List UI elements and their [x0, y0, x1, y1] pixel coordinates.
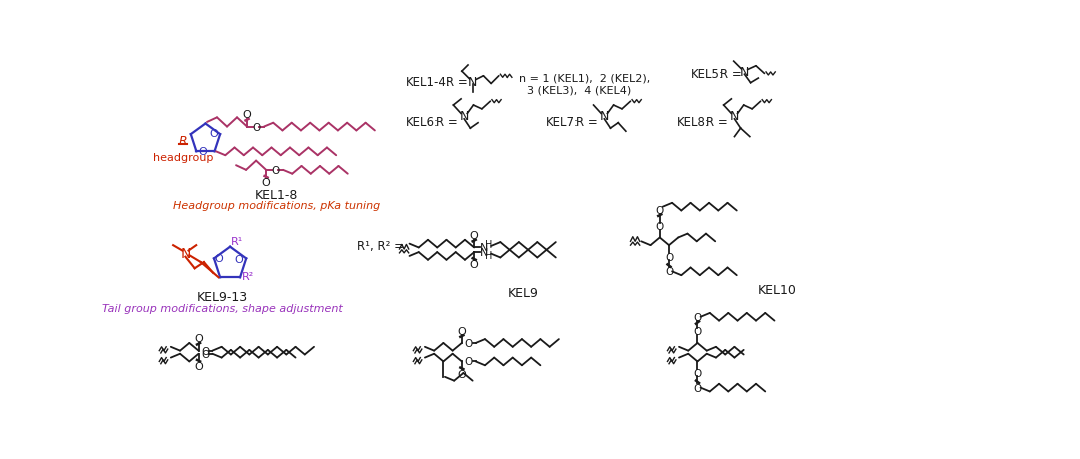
Text: O: O: [458, 369, 467, 379]
Text: O: O: [464, 357, 473, 367]
Text: N: N: [480, 243, 488, 253]
Text: R =: R =: [706, 116, 728, 129]
Text: O: O: [458, 326, 467, 336]
Text: O: O: [665, 267, 673, 277]
Text: O: O: [215, 254, 224, 264]
Text: H: H: [485, 240, 492, 250]
Text: R²: R²: [242, 271, 255, 281]
Text: N: N: [730, 110, 739, 123]
Text: O: O: [656, 205, 664, 215]
Text: Tail group modifications, shape adjustment: Tail group modifications, shape adjustme…: [102, 303, 342, 313]
Text: O: O: [693, 368, 702, 378]
Text: O: O: [470, 231, 478, 241]
Text: KEL1-8: KEL1-8: [255, 189, 298, 202]
Text: Headgroup modifications, pKa tuning: Headgroup modifications, pKa tuning: [173, 201, 380, 211]
Text: KEL8:: KEL8:: [677, 116, 710, 129]
Text: O: O: [194, 334, 203, 344]
Text: H: H: [485, 251, 492, 261]
Text: N: N: [740, 66, 750, 78]
Text: O: O: [470, 260, 478, 270]
Text: O: O: [665, 252, 673, 262]
Text: O: O: [194, 361, 203, 371]
Text: KEL9-13: KEL9-13: [197, 291, 248, 303]
Text: R¹: R¹: [231, 237, 243, 247]
Text: O: O: [201, 349, 210, 359]
Text: R: R: [179, 134, 188, 147]
Text: O: O: [261, 178, 270, 188]
Text: O: O: [693, 383, 702, 393]
Text: N: N: [599, 110, 609, 123]
Text: O: O: [243, 110, 252, 120]
Text: KEL7:: KEL7:: [545, 116, 579, 129]
Text: KEL5:: KEL5:: [690, 68, 724, 81]
Text: N: N: [480, 247, 488, 257]
Text: O: O: [210, 129, 218, 139]
Text: O: O: [271, 166, 280, 175]
Text: KEL9: KEL9: [508, 287, 538, 300]
Text: KEL10: KEL10: [757, 283, 796, 296]
Text: KEL6:: KEL6:: [406, 116, 438, 129]
Text: headgroup: headgroup: [153, 152, 214, 162]
Text: R =: R =: [435, 116, 458, 129]
Text: KEL1-4:: KEL1-4:: [406, 75, 450, 89]
Text: O: O: [234, 255, 243, 264]
Text: O: O: [464, 338, 473, 348]
Text: O: O: [693, 312, 702, 322]
Text: n = 1 (KEL1),  2 (KEL2),: n = 1 (KEL1), 2 (KEL2),: [518, 73, 650, 83]
Text: R =: R =: [576, 116, 597, 129]
Text: N: N: [459, 110, 469, 123]
Text: N: N: [180, 246, 191, 260]
Text: O: O: [656, 221, 664, 231]
Text: R¹, R² =: R¹, R² =: [357, 239, 404, 252]
Text: R =: R =: [719, 68, 742, 81]
Text: O: O: [201, 346, 210, 356]
Text: O: O: [252, 122, 260, 132]
Text: 3 (KEL3),  4 (KEL4): 3 (KEL3), 4 (KEL4): [527, 85, 631, 95]
Text: O: O: [199, 146, 207, 156]
Text: R =: R =: [446, 75, 468, 89]
Text: O: O: [693, 327, 702, 336]
Text: N: N: [468, 75, 477, 89]
